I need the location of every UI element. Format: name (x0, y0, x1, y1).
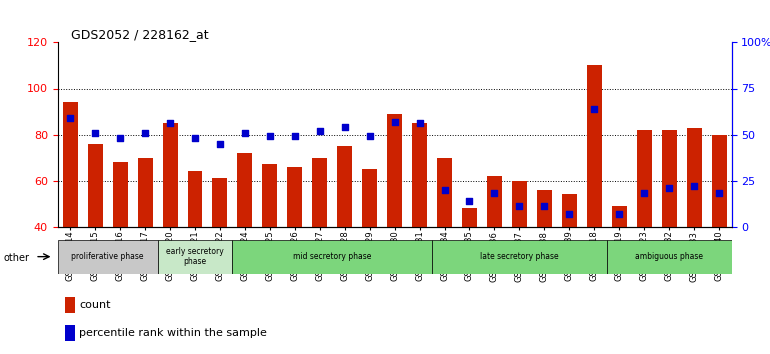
Point (588, 106, 601, 112)
FancyBboxPatch shape (58, 240, 158, 274)
Text: mid secretory phase: mid secretory phase (293, 252, 371, 261)
Text: GDS2052 / 228162_at: GDS2052 / 228162_at (71, 28, 209, 41)
Bar (637, 130, 651, 227)
Bar (512, 181, 527, 227)
Bar (412, 123, 427, 227)
Bar (611, 206, 627, 227)
Point (413, 121, 426, 126)
Bar (362, 169, 377, 227)
Text: ambiguous phase: ambiguous phase (635, 252, 703, 261)
Text: early secretory
phase: early secretory phase (166, 247, 224, 266)
Bar (138, 158, 152, 227)
Bar (562, 194, 577, 227)
Point (438, 187, 450, 193)
Point (289, 133, 301, 139)
Point (114, 135, 126, 141)
FancyBboxPatch shape (607, 240, 731, 274)
Point (663, 185, 675, 191)
Point (239, 130, 251, 136)
Point (688, 183, 700, 189)
Point (613, 211, 625, 217)
Point (713, 190, 725, 196)
FancyBboxPatch shape (233, 240, 432, 274)
Bar (462, 208, 477, 227)
Point (263, 133, 276, 139)
Point (64, 115, 76, 121)
Bar (112, 162, 128, 227)
Bar (213, 178, 227, 227)
Point (89, 130, 102, 136)
Text: percentile rank within the sample: percentile rank within the sample (79, 328, 267, 338)
Bar (65, 325, 75, 341)
Text: proliferative phase: proliferative phase (72, 252, 144, 261)
Point (189, 135, 201, 141)
Text: other: other (4, 253, 30, 263)
Bar (437, 158, 452, 227)
Bar (661, 130, 677, 227)
Point (164, 121, 176, 126)
Bar (537, 190, 552, 227)
Point (464, 198, 476, 204)
Point (139, 130, 151, 136)
Bar (387, 114, 402, 227)
Bar (587, 65, 601, 227)
FancyBboxPatch shape (432, 240, 607, 274)
Point (363, 133, 376, 139)
FancyBboxPatch shape (158, 240, 233, 274)
Point (388, 119, 400, 125)
Point (214, 141, 226, 147)
Bar (62, 102, 78, 227)
Bar (188, 171, 203, 227)
Bar (487, 176, 502, 227)
Point (538, 204, 551, 209)
Text: late secretory phase: late secretory phase (480, 252, 559, 261)
Bar (162, 123, 178, 227)
Bar (65, 297, 75, 313)
Text: count: count (79, 300, 111, 310)
Bar (287, 167, 303, 227)
Point (339, 124, 351, 130)
Bar (337, 146, 352, 227)
Bar (687, 128, 701, 227)
Bar (237, 153, 253, 227)
Point (313, 128, 326, 134)
Bar (711, 135, 727, 227)
Bar (88, 144, 102, 227)
Point (638, 190, 651, 196)
Point (514, 204, 526, 209)
Bar (263, 164, 277, 227)
Point (563, 211, 575, 217)
Bar (313, 158, 327, 227)
Point (488, 190, 500, 196)
